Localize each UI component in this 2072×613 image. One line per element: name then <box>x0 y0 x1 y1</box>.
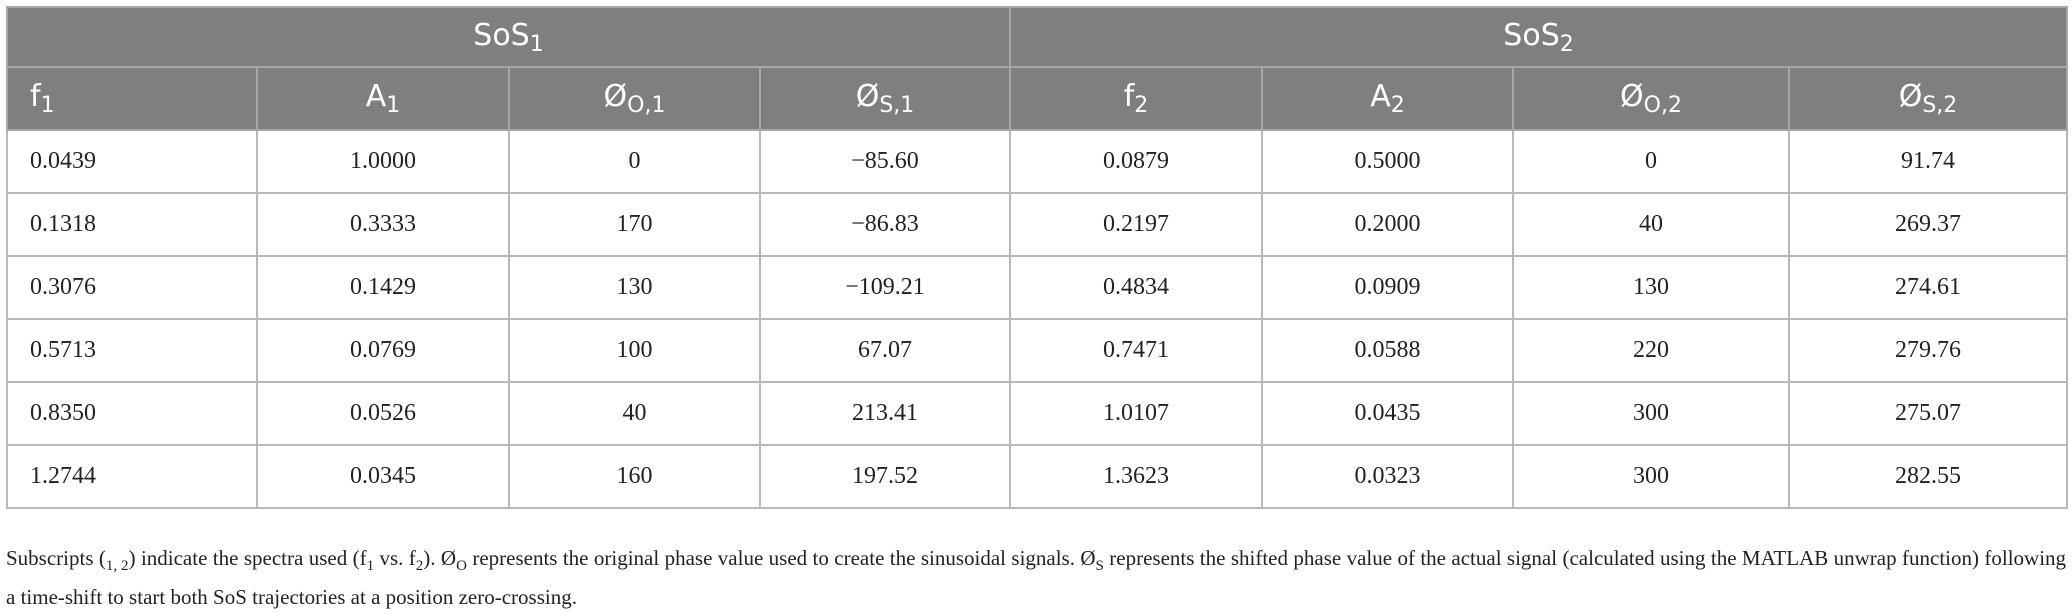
column-subscript: 1 <box>386 93 401 118</box>
table-footnote: Subscripts (1, 2) indicate the spectra u… <box>6 543 2066 613</box>
table-cell: 100 <box>508 318 761 383</box>
table-cell: 0.0909 <box>1261 255 1515 320</box>
table-cell: 1.0107 <box>1009 381 1264 446</box>
table-cell: 0.5713 <box>6 318 258 383</box>
footnote-text: ). Ø <box>423 546 457 570</box>
table-cell: 40 <box>1512 192 1791 257</box>
group-base: SoS <box>473 17 530 53</box>
table-cell: 300 <box>1512 444 1791 509</box>
table-cell: 0.0769 <box>256 318 510 383</box>
table-cell: 0.1429 <box>256 255 510 320</box>
table-cell: 160 <box>508 444 761 509</box>
column-header-row: f1 A1 ØO,1 ØS,1 f2 A2 ØO,2 ØS,2 <box>6 66 2069 131</box>
group-header-sos1: SoS1 <box>5 6 1012 68</box>
table-cell: 130 <box>1512 255 1791 320</box>
column-subscript: S,1 <box>879 93 915 118</box>
table-cell: 0.0588 <box>1261 318 1515 383</box>
column-base: Ø <box>603 79 628 114</box>
column-header-a1: A1 <box>256 66 510 131</box>
table-cell: 1.3623 <box>1009 444 1264 509</box>
table-row: 0.8350 0.0526 40 213.41 1.0107 0.0435 30… <box>6 381 2069 446</box>
table-cell: 279.76 <box>1788 318 2069 383</box>
footnote-text: vs. f <box>374 546 416 570</box>
table-cell: 0.3333 <box>256 192 510 257</box>
table-cell: −86.83 <box>758 192 1012 257</box>
table-cell: 67.07 <box>758 318 1012 383</box>
table-row: 0.0439 1.0000 0 −85.60 0.0879 0.5000 0 9… <box>6 129 2069 194</box>
footnote-subscript: 1 <box>366 558 375 575</box>
table-cell: 0.0879 <box>1009 129 1264 194</box>
column-subscript: 1 <box>40 93 55 118</box>
footnote-subscript: 1, 2 <box>105 558 129 575</box>
column-base: Ø <box>855 79 880 114</box>
column-subscript: 2 <box>1134 93 1149 118</box>
column-base: A <box>365 79 387 114</box>
table-cell: −85.60 <box>758 129 1012 194</box>
footnote-subscript: S <box>1095 558 1104 575</box>
footnote-text: Subscripts ( <box>6 546 106 570</box>
column-header-phase-s2: ØS,2 <box>1788 66 2069 131</box>
column-base: f <box>30 79 41 114</box>
table-cell: 0 <box>508 129 761 194</box>
table-cell: 170 <box>508 192 761 257</box>
column-base: Ø <box>1620 79 1644 114</box>
table-cell: 269.37 <box>1788 192 2069 257</box>
table-cell: 0.0439 <box>6 129 258 194</box>
column-subscript: O,2 <box>1643 93 1682 118</box>
group-subscript: 1 <box>529 31 544 57</box>
group-header-row: SoS1 SoS2 <box>5 6 2069 68</box>
footnote-text: ) indicate the spectra used (f <box>128 546 367 570</box>
table-cell: 300 <box>1512 381 1791 446</box>
table-row: 1.2744 0.0345 160 197.52 1.3623 0.0323 3… <box>6 444 2069 509</box>
footnote-text: represents the original phase value used… <box>466 546 1096 570</box>
column-subscript: 2 <box>1390 93 1405 118</box>
table-cell: 0.4834 <box>1009 255 1264 320</box>
table-cell: 0.0345 <box>256 444 510 509</box>
table-row: 0.1318 0.3333 170 −86.83 0.2197 0.2000 4… <box>6 192 2069 257</box>
table-cell: 0.1318 <box>6 192 258 257</box>
table-body: 0.0439 1.0000 0 −85.60 0.0879 0.5000 0 9… <box>6 129 2069 509</box>
footnote-subscript: O <box>456 558 467 575</box>
table-cell: 0.0323 <box>1261 444 1515 509</box>
column-header-phase-o1: ØO,1 <box>508 66 761 131</box>
table-cell: 275.07 <box>1788 381 2069 446</box>
group-header-sos2: SoS2 <box>1009 6 2069 68</box>
table-cell: 0.2000 <box>1261 192 1515 257</box>
table-cell: 0.3076 <box>6 255 258 320</box>
group-subscript: 2 <box>1559 31 1574 57</box>
table-cell: 0.0435 <box>1261 381 1515 446</box>
column-header-phase-s1: ØS,1 <box>758 66 1012 131</box>
footnote-subscript: 2 <box>415 558 424 575</box>
table-cell: 1.2744 <box>6 444 258 509</box>
table-cell: 0.5000 <box>1261 129 1515 194</box>
table-cell: 220 <box>1512 318 1791 383</box>
parameters-table: SoS1 SoS2 f1 A1 ØO,1 ØS,1 f2 A2 ØO,2 ØS,… <box>5 6 2069 509</box>
table-cell: 0.0526 <box>256 381 510 446</box>
column-header-f1: f1 <box>6 66 258 131</box>
column-header-f2: f2 <box>1009 66 1264 131</box>
column-subscript: S,2 <box>1922 93 1958 118</box>
table-cell: 40 <box>508 381 761 446</box>
table-cell: 91.74 <box>1788 129 2069 194</box>
table-cell: 0 <box>1512 129 1791 194</box>
table-row: 0.3076 0.1429 130 −109.21 0.4834 0.0909 … <box>6 255 2069 320</box>
table-cell: 130 <box>508 255 761 320</box>
table-cell: 213.41 <box>758 381 1012 446</box>
table-cell: 274.61 <box>1788 255 2069 320</box>
column-header-phase-o2: ØO,2 <box>1512 66 1791 131</box>
table-cell: 0.8350 <box>6 381 258 446</box>
table-row: 0.5713 0.0769 100 67.07 0.7471 0.0588 22… <box>6 318 2069 383</box>
table-cell: 0.2197 <box>1009 192 1264 257</box>
column-header-a2: A2 <box>1261 66 1515 131</box>
table-cell: 197.52 <box>758 444 1012 509</box>
table-cell: 1.0000 <box>256 129 510 194</box>
column-base: f <box>1123 79 1135 114</box>
table-cell: 0.7471 <box>1009 318 1264 383</box>
column-base: Ø <box>1898 79 1923 114</box>
table-cell: 282.55 <box>1788 444 2069 509</box>
column-base: A <box>1370 79 1391 114</box>
table-cell: −109.21 <box>758 255 1012 320</box>
group-base: SoS <box>1503 17 1560 53</box>
column-subscript: O,1 <box>627 93 666 118</box>
